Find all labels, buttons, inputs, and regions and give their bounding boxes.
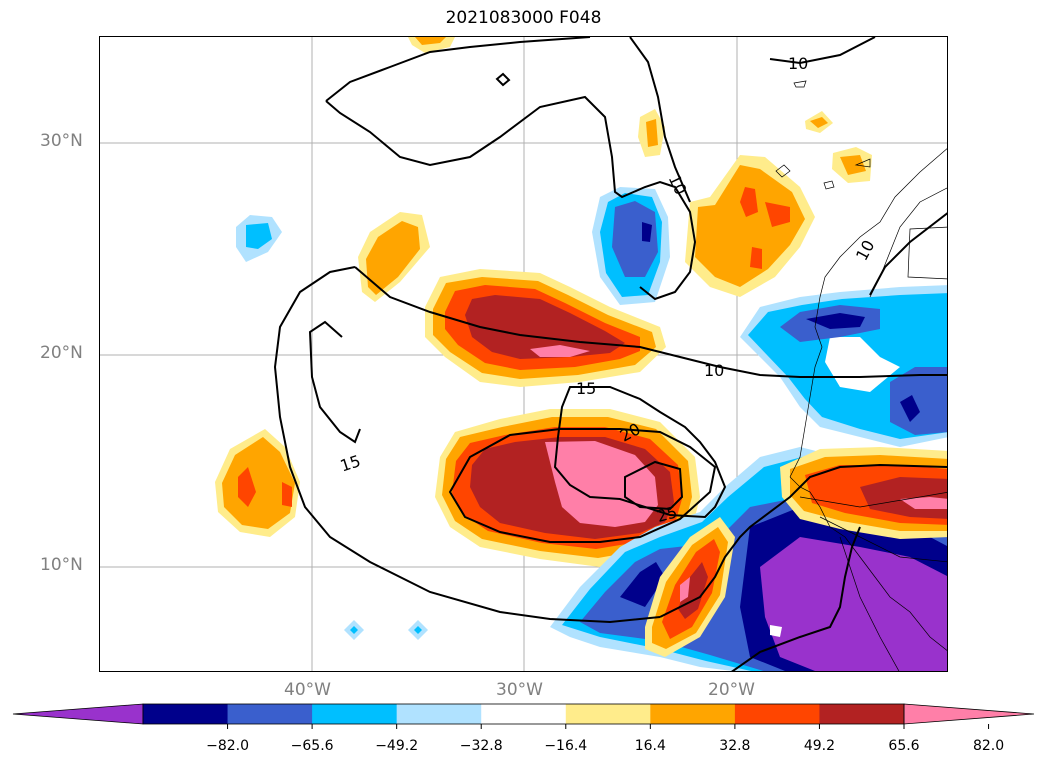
contour-label: 25 bbox=[655, 502, 680, 526]
contour-labels: 10 10 10 10 15 15 20 25 bbox=[338, 54, 879, 526]
shade-blob bbox=[642, 222, 652, 242]
shade-blob bbox=[246, 223, 272, 249]
shade-blob bbox=[680, 577, 690, 602]
lon-label-40w: 40°W bbox=[284, 680, 331, 700]
colorbar-tick-label: 49.2 bbox=[803, 738, 836, 754]
shade-blob bbox=[900, 395, 920, 422]
colorbar-tick-label: −82.0 bbox=[206, 738, 249, 754]
coast-segment bbox=[775, 164, 791, 178]
isoline-20 bbox=[448, 428, 717, 543]
lat-label-20n: 20°N bbox=[40, 343, 83, 363]
shade-blob bbox=[890, 367, 947, 435]
shade-blob bbox=[840, 155, 866, 175]
colorbar-tick-label: 65.6 bbox=[888, 738, 920, 754]
shade-blob bbox=[900, 497, 947, 509]
contour-label: 15 bbox=[576, 379, 596, 398]
shade-blob bbox=[760, 537, 947, 671]
map-canvas: 10 10 10 10 15 15 20 25 bbox=[100, 37, 947, 671]
isoline-10-ne bbox=[629, 37, 691, 203]
colorbar-cell bbox=[565, 704, 651, 724]
shade-blob bbox=[646, 119, 658, 147]
isoline-10-ne bbox=[769, 37, 876, 65]
isoline-15-south bbox=[659, 463, 947, 618]
shade-blob bbox=[415, 37, 446, 45]
shade-blob bbox=[414, 626, 422, 634]
isoline-10-east bbox=[354, 266, 947, 378]
isoline-15 bbox=[273, 266, 661, 624]
shade-blob bbox=[366, 221, 420, 295]
isoline-25 bbox=[624, 460, 684, 511]
shade-blob bbox=[530, 345, 590, 357]
colorbar-tick-label: −65.6 bbox=[290, 738, 334, 754]
isoline-10-north bbox=[325, 37, 591, 102]
shade-blob bbox=[770, 625, 782, 637]
coast-segment bbox=[793, 80, 807, 88]
colorbar-tick-label: −49.2 bbox=[375, 738, 419, 754]
coast-segment bbox=[839, 536, 900, 671]
colorbar-tick-label: 82.0 bbox=[972, 738, 1005, 754]
colorbar-ticks bbox=[227, 724, 990, 729]
colorbar-cell bbox=[227, 704, 313, 724]
colorbar-cell bbox=[396, 704, 482, 724]
shade-blob bbox=[765, 202, 790, 227]
isoline-15-inner bbox=[308, 320, 361, 444]
colorbar-cell bbox=[819, 704, 905, 724]
colorbar-extend-min bbox=[12, 703, 144, 725]
coast-segment bbox=[854, 158, 871, 168]
isoline-small-diamond bbox=[495, 72, 511, 87]
contour-label: 10 bbox=[788, 54, 808, 73]
isolines bbox=[273, 37, 947, 671]
lon-label-20w: 20°W bbox=[708, 680, 755, 700]
shade-blob bbox=[695, 165, 805, 287]
coast-segment bbox=[823, 180, 835, 190]
contour-label: 10 bbox=[704, 361, 724, 380]
shade-blob bbox=[350, 626, 358, 634]
shade-blob bbox=[750, 247, 762, 269]
lon-label-30w: 30°W bbox=[496, 680, 543, 700]
colorbar-cell bbox=[481, 704, 567, 724]
colorbar-outline bbox=[142, 703, 905, 725]
shaded-field bbox=[215, 37, 947, 671]
shade-blob bbox=[222, 437, 295, 529]
shade-blob bbox=[620, 562, 665, 607]
coast-segment bbox=[819, 516, 947, 563]
colorbar-cell bbox=[650, 704, 736, 724]
colorbar-cell bbox=[734, 704, 820, 724]
lat-label-30n: 30°N bbox=[40, 131, 83, 151]
lat-label-10n: 10°N bbox=[40, 555, 83, 575]
shade-blob bbox=[238, 467, 256, 507]
isoline-10-east2 bbox=[869, 212, 947, 296]
isoline-15-south2 bbox=[731, 526, 861, 671]
colorbar-cell bbox=[312, 704, 398, 724]
colorbar-cell bbox=[143, 704, 229, 724]
isoline-15-ring bbox=[553, 386, 727, 519]
colorbar-tick-label: −32.8 bbox=[459, 738, 503, 754]
shade-blob bbox=[740, 187, 758, 217]
coast-segment bbox=[789, 148, 947, 478]
shade-blob bbox=[806, 313, 865, 329]
colorbar-tick-label: −16.4 bbox=[544, 738, 588, 754]
map-title: 2021083000 F048 bbox=[445, 8, 602, 28]
shade-blob bbox=[825, 337, 900, 392]
colorbar-extend-max bbox=[903, 703, 1035, 725]
colorbar-cells bbox=[12, 703, 1035, 725]
shade-blob bbox=[545, 441, 658, 527]
colorbar-tick-label: 16.4 bbox=[634, 738, 666, 754]
colorbar-tick-label: 32.8 bbox=[719, 738, 751, 754]
map-plot-area: 10 10 10 10 15 15 20 25 bbox=[99, 36, 948, 672]
shade-blob bbox=[612, 201, 658, 277]
isoline-10-north bbox=[325, 95, 697, 301]
shade-blob bbox=[810, 117, 828, 128]
shade-blob bbox=[282, 482, 292, 507]
coast-segment bbox=[799, 491, 947, 508]
